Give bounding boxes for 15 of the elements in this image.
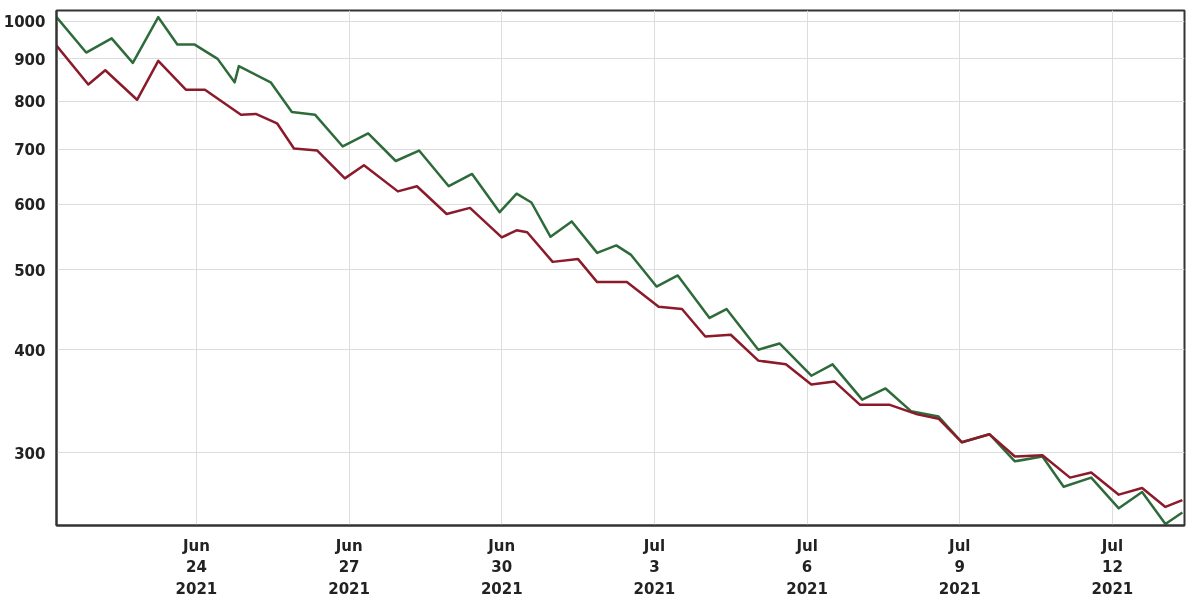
x-tick-label: Jul 3 2021: [633, 536, 676, 598]
y-tick-label: 500: [14, 261, 46, 280]
y-tick-label: 400: [14, 341, 46, 360]
y-tick-label: 800: [14, 93, 46, 112]
x-tick-label: Jul 12 2021: [1091, 536, 1134, 598]
x-tick-label: Jun 27 2021: [328, 536, 370, 598]
y-tick-label: 900: [14, 50, 46, 69]
x-tick-label: Jul 9 2021: [938, 536, 981, 598]
y-tick-label: 600: [14, 196, 46, 215]
y-tick-label: 1000: [3, 13, 46, 32]
x-tick-label: Jul 6 2021: [786, 536, 828, 598]
x-tick-label: Jun 24 2021: [175, 536, 218, 598]
x-tick-label: Jun 30 2021: [480, 536, 523, 598]
y-tick-label: 700: [14, 141, 46, 160]
y-tick-label: 300: [14, 444, 46, 463]
